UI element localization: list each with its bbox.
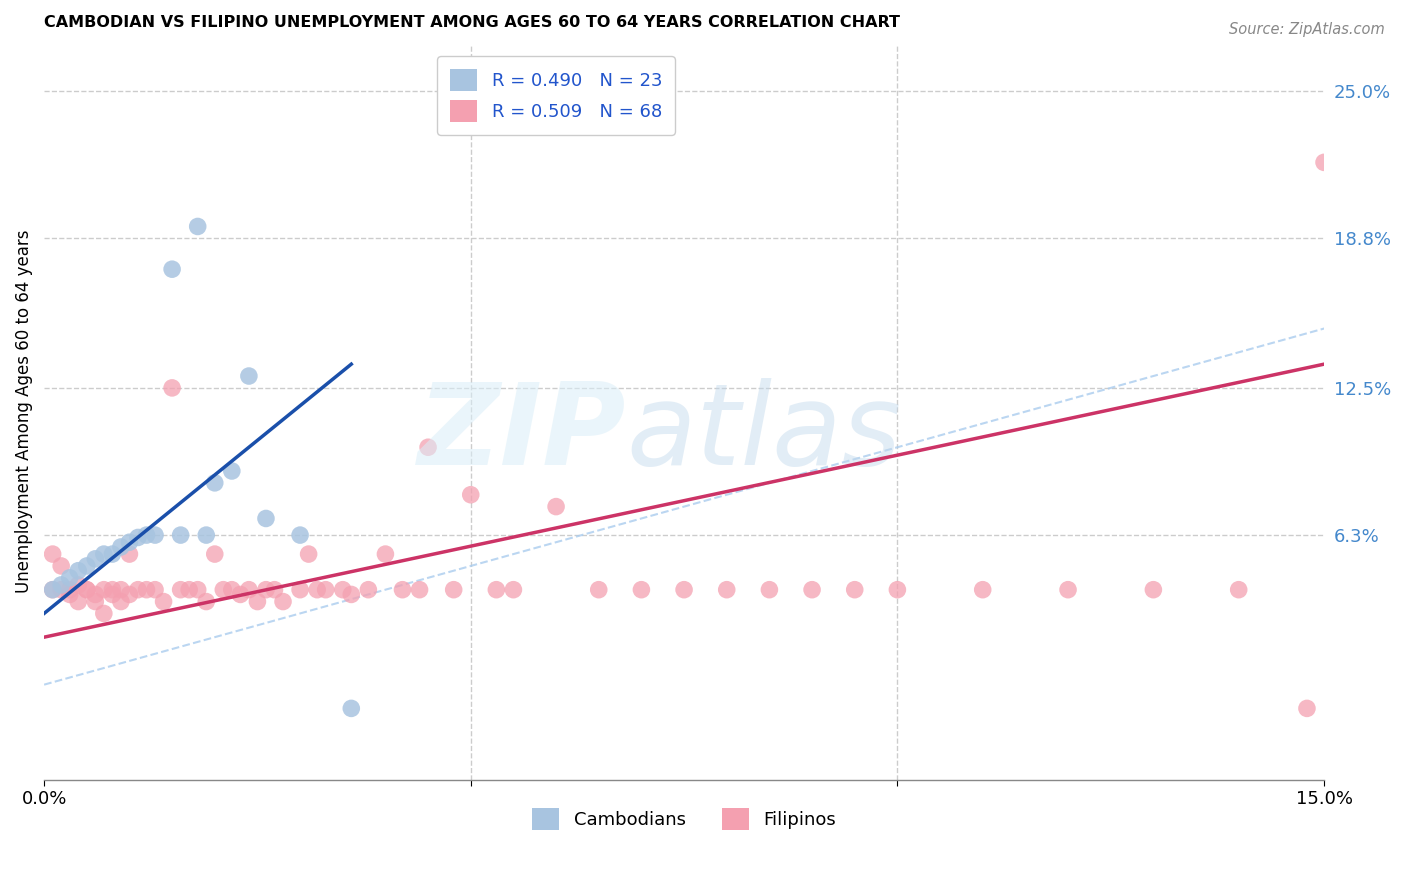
Point [332, 582, 354, 597]
Point [93, 547, 115, 561]
Point [93, 582, 115, 597]
Point [160, 262, 183, 277]
Point [801, 582, 824, 597]
Point [76, 582, 98, 597]
Point [271, 594, 294, 608]
Point [630, 582, 652, 597]
Point [221, 464, 243, 478]
Point [110, 594, 132, 608]
Point [408, 582, 430, 597]
Point [391, 582, 413, 597]
Point [67, 578, 90, 592]
Point [67, 594, 90, 608]
Point [59, 582, 82, 597]
Point [41, 582, 63, 597]
Point [972, 582, 994, 597]
Point [59, 571, 82, 585]
Point [118, 535, 141, 549]
Point [546, 500, 568, 514]
Point [76, 582, 98, 597]
Point [238, 369, 260, 384]
Point [101, 547, 124, 561]
Point [51, 558, 73, 573]
Point [51, 582, 73, 597]
Point [1313, 155, 1336, 169]
Text: ZIP: ZIP [418, 378, 627, 489]
Point [502, 582, 524, 597]
Y-axis label: Unemployment Among Ages 60 to 64 years: Unemployment Among Ages 60 to 64 years [15, 230, 32, 593]
Point [143, 528, 166, 542]
Point [298, 547, 321, 561]
Point [758, 582, 780, 597]
Point [110, 582, 132, 597]
Point [179, 582, 201, 597]
Point [1057, 582, 1080, 597]
Point [110, 540, 132, 554]
Point [1296, 701, 1319, 715]
Point [212, 582, 235, 597]
Point [127, 582, 149, 597]
Point [101, 587, 124, 601]
Point [51, 578, 73, 592]
Point [101, 582, 124, 597]
Text: atlas: atlas [627, 378, 901, 489]
Point [127, 531, 149, 545]
Point [443, 582, 465, 597]
Point [221, 582, 243, 597]
Point [84, 594, 107, 608]
Point [143, 582, 166, 597]
Point [315, 582, 337, 597]
Point [254, 582, 277, 597]
Point [135, 528, 157, 542]
Point [263, 582, 285, 597]
Point [246, 594, 269, 608]
Point [716, 582, 738, 597]
Point [485, 582, 508, 597]
Point [229, 587, 252, 601]
Point [187, 582, 209, 597]
Point [187, 219, 209, 234]
Point [254, 511, 277, 525]
Point [288, 582, 311, 597]
Point [41, 547, 63, 561]
Point [67, 564, 90, 578]
Point [204, 547, 226, 561]
Point [238, 582, 260, 597]
Point [340, 701, 363, 715]
Text: CAMBODIAN VS FILIPINO UNEMPLOYMENT AMONG AGES 60 TO 64 YEARS CORRELATION CHART: CAMBODIAN VS FILIPINO UNEMPLOYMENT AMONG… [44, 15, 900, 30]
Text: Source: ZipAtlas.com: Source: ZipAtlas.com [1229, 22, 1385, 37]
Legend: Cambodians, Filipinos: Cambodians, Filipinos [524, 800, 844, 837]
Point [59, 587, 82, 601]
Point [886, 582, 908, 597]
Point [1142, 582, 1164, 597]
Point [118, 547, 141, 561]
Point [152, 594, 174, 608]
Point [41, 582, 63, 597]
Point [588, 582, 610, 597]
Point [76, 558, 98, 573]
Point [169, 528, 191, 542]
Point [357, 582, 380, 597]
Point [169, 582, 191, 597]
Point [118, 587, 141, 601]
Point [844, 582, 866, 597]
Point [307, 582, 329, 597]
Point [204, 475, 226, 490]
Point [195, 594, 218, 608]
Point [84, 551, 107, 566]
Point [460, 488, 482, 502]
Point [160, 381, 183, 395]
Point [416, 440, 439, 454]
Point [1227, 582, 1250, 597]
Point [288, 528, 311, 542]
Point [135, 582, 157, 597]
Point [93, 607, 115, 621]
Point [340, 587, 363, 601]
Point [673, 582, 696, 597]
Point [374, 547, 396, 561]
Point [84, 587, 107, 601]
Point [195, 528, 218, 542]
